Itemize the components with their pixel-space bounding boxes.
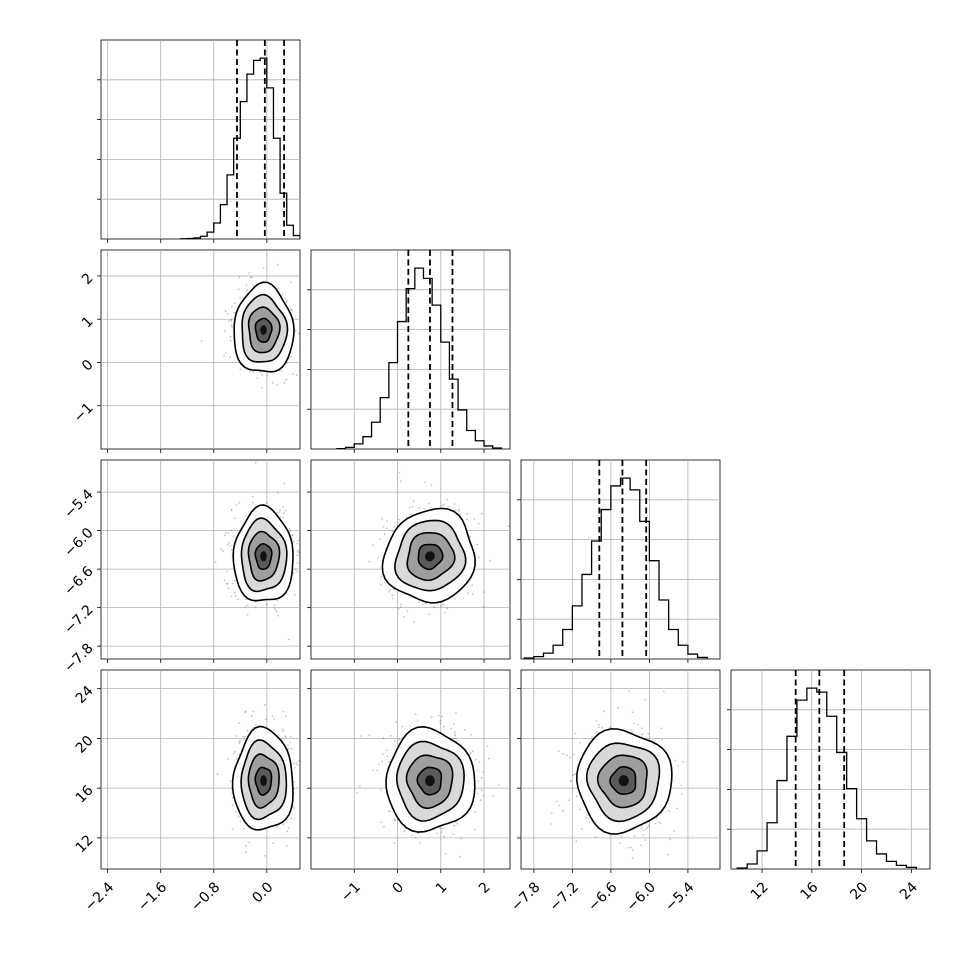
contour-line (575, 728, 673, 835)
panel-0-0 (97, 39, 301, 243)
y-tick-label: 20 (73, 733, 97, 757)
histogram-step (736, 687, 917, 869)
panel-3-2: −7.8 −7.2 −6.6 −6.0 −5.4 (508, 669, 721, 915)
y-tick-label: −7.2 (61, 602, 96, 637)
panel-1-1 (307, 249, 511, 453)
contour-line (247, 753, 280, 809)
panel-frame (100, 39, 301, 240)
contour-line (240, 739, 288, 821)
y-tick-label: 24 (73, 683, 97, 707)
y-tick-label: −6.0 (61, 525, 96, 560)
x-tick-label: 20 (847, 879, 871, 903)
contour-line (416, 766, 443, 796)
density-contours (381, 507, 476, 604)
contour-line (406, 532, 456, 582)
contour-line (385, 725, 476, 833)
x-tick-label: −7.8 (508, 879, 543, 914)
contour-line (381, 507, 476, 604)
x-tick-label: 0.0 (249, 879, 276, 906)
panel-2-2 (517, 459, 721, 663)
histogram-step (523, 477, 708, 659)
contour-line (394, 519, 467, 592)
y-tick-label: −6.6 (61, 563, 96, 598)
contour-line (233, 281, 295, 373)
panel-3-1: −1 0 1 2 (307, 669, 511, 905)
y-tick-label: 0 (79, 357, 97, 375)
contour-line (247, 306, 281, 354)
panel-2-0: −7.8 −7.2 −6.6−6.0 −5.4 (61, 459, 301, 676)
y-tick-label: −5.4 (61, 486, 96, 521)
histogram-step (336, 267, 502, 449)
contour-line (231, 725, 294, 831)
panel-2-1 (307, 459, 511, 663)
panel-frame (520, 459, 721, 660)
density-contours (233, 281, 295, 373)
contour-line (609, 765, 637, 795)
panel-frame (730, 669, 931, 870)
panel-3-0: 12 16 20 24 −2.4 −1.6 −0.8 0.0 (73, 669, 301, 915)
density-contours (231, 725, 294, 831)
contour-line (417, 543, 444, 571)
y-tick-label: 12 (73, 832, 97, 856)
contour-line (254, 317, 273, 344)
panel-3-3: 12 16 20 24 (727, 669, 931, 903)
y-tick-label: 2 (79, 270, 97, 288)
x-tick-label: 16 (798, 879, 822, 903)
panel-1-0: −1 0 1 2 (71, 249, 301, 453)
density-contours (232, 504, 294, 602)
contour-line (254, 542, 273, 571)
x-tick-label: 1 (433, 879, 451, 897)
x-tick-label: 24 (897, 879, 921, 903)
density-contours (385, 725, 476, 833)
contour-line (232, 504, 294, 602)
x-tick-label: −2.4 (82, 879, 117, 914)
x-tick-label: −5.4 (662, 879, 697, 914)
contour-line (241, 293, 289, 363)
x-tick-label: −0.8 (188, 879, 223, 914)
y-tick-label: −7.8 (61, 641, 96, 676)
y-tick-label: −1 (71, 400, 97, 426)
histogram-step (179, 57, 300, 239)
contour-line (254, 766, 273, 796)
y-tick-label: 16 (73, 782, 97, 806)
x-tick-label: −6.6 (585, 879, 620, 914)
x-tick-label: −1 (338, 879, 364, 905)
x-tick-label: 0 (390, 879, 408, 897)
panel-frame (310, 249, 511, 450)
contour-line (585, 742, 661, 823)
contour-line (405, 754, 454, 810)
y-tick-label: 1 (79, 314, 97, 332)
contour-line (395, 740, 465, 822)
x-tick-label: −6.0 (624, 879, 659, 914)
density-contours (575, 728, 673, 835)
x-tick-label: −7.2 (547, 879, 582, 914)
contour-line (247, 530, 281, 582)
contour-line (240, 517, 288, 593)
x-tick-label: −1.6 (135, 879, 170, 914)
contour-line (596, 754, 648, 809)
x-tick-label: 2 (476, 879, 494, 897)
x-tick-label: 12 (748, 879, 772, 903)
